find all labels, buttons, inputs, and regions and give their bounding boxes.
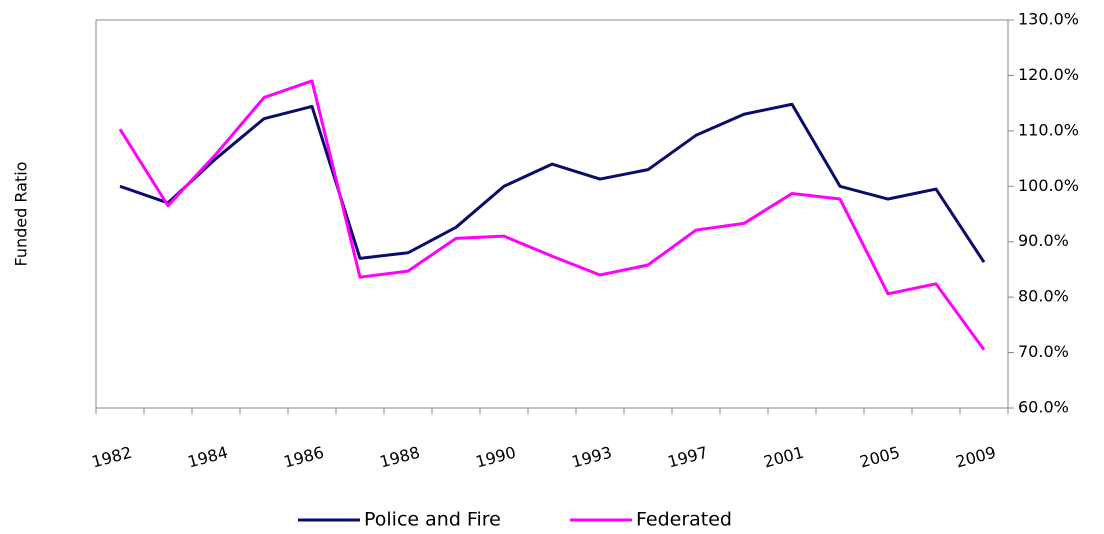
x-tick-label: 1982 bbox=[90, 443, 134, 472]
x-tick-label: 2005 bbox=[858, 443, 902, 472]
x-tick-label: 1986 bbox=[282, 443, 326, 472]
plot-area bbox=[95, 19, 1009, 409]
y-tick-label: 80.0% bbox=[1018, 287, 1069, 306]
x-tick-label: 2009 bbox=[954, 443, 998, 472]
series-line bbox=[118, 79, 986, 351]
legend-label: Police and Fire bbox=[364, 509, 501, 531]
x-tick-label: 1993 bbox=[570, 443, 614, 472]
x-tick-label: 1990 bbox=[474, 443, 518, 472]
y-axis-label: Funded Ratio bbox=[12, 162, 31, 267]
x-tick-label: 1988 bbox=[378, 443, 422, 472]
x-tick-label: 1997 bbox=[666, 443, 710, 472]
legend-label: Federated bbox=[636, 509, 732, 531]
y-tick-label: 130.0% bbox=[1018, 10, 1079, 29]
y-tick-label: 120.0% bbox=[1018, 65, 1079, 84]
y-tick-label: 110.0% bbox=[1018, 120, 1079, 139]
y-tick-label: 90.0% bbox=[1018, 231, 1069, 250]
y-tick-label: 60.0% bbox=[1018, 398, 1069, 417]
x-tick-label: 2001 bbox=[762, 443, 806, 472]
x-tick-label: 1984 bbox=[186, 443, 230, 472]
y-tick-label: 100.0% bbox=[1018, 176, 1079, 195]
y-tick-label: 70.0% bbox=[1018, 342, 1069, 361]
series-line bbox=[119, 102, 986, 264]
